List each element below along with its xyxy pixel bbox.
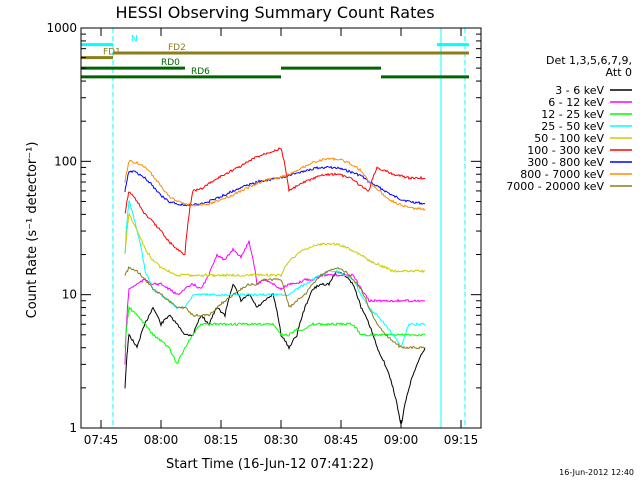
y-tick-label-0: 1 [69, 421, 77, 435]
y-tick-label-3: 1000 [46, 21, 77, 35]
series-line-5 [124, 147, 426, 256]
legend-label-8: 7000 - 20000 keV [506, 180, 604, 193]
plot-content: N FD1 FD2 RD0 RD6 [81, 28, 469, 428]
series-line-2 [124, 305, 426, 364]
x-tick-label-5: 09:00 [384, 433, 419, 447]
y-axis-label: Count Rate (s⁻¹ detector⁻¹) [25, 142, 40, 319]
series-line-6 [124, 165, 426, 207]
series-line-8 [124, 266, 426, 350]
chart-title: HESSI Observing Summary Count Rates [115, 3, 434, 22]
legend-label-2: 12 - 25 keV [541, 108, 604, 121]
y-tick-label-2: 100 [54, 154, 77, 168]
legend-header-1: Att 0 [606, 66, 632, 79]
corner-timestamp: 16-Jun-2012 12:40 [559, 468, 634, 477]
state-label-fd2: FD2 [168, 43, 186, 53]
x-tick-label-0: 07:45 [84, 433, 119, 447]
state-label-n: N [131, 35, 138, 45]
legend-label-1: 6 - 12 keV [548, 96, 604, 109]
series-line-4 [124, 213, 426, 278]
x-tick-label-6: 09:15 [444, 433, 479, 447]
x-tick-label-3: 08:30 [264, 433, 299, 447]
state-label-fd1: FD1 [103, 48, 121, 58]
x-axis-label: Start Time (16-Jun-12 07:41:22) [166, 457, 374, 472]
axes-ticks: 07:45 08:00 08:15 08:30 08:45 09:00 09:15 1 10 10… [46, 21, 481, 447]
x-tick-label-1: 08:00 [144, 433, 179, 447]
legend-label-7: 800 - 7000 keV [520, 168, 604, 181]
series-line-1 [124, 240, 426, 365]
series-line-7 [124, 157, 426, 211]
legend-label-6: 300 - 800 keV [527, 156, 604, 169]
state-label-rd6: RD6 [191, 67, 210, 77]
series-line-0 [124, 271, 426, 426]
x-tick-label-2: 08:15 [204, 433, 239, 447]
x-tick-label-4: 08:45 [324, 433, 359, 447]
y-tick-label-1: 10 [62, 288, 77, 302]
state-label-rd0: RD0 [161, 58, 180, 68]
legend-label-0: 3 - 6 keV [555, 84, 604, 97]
legend-header-0: Det 1,3,5,6,7,9, [546, 54, 632, 67]
legend-label-5: 100 - 300 keV [527, 144, 604, 157]
legend-label-4: 50 - 100 keV [534, 132, 604, 145]
legend-label-3: 25 - 50 keV [541, 120, 604, 133]
